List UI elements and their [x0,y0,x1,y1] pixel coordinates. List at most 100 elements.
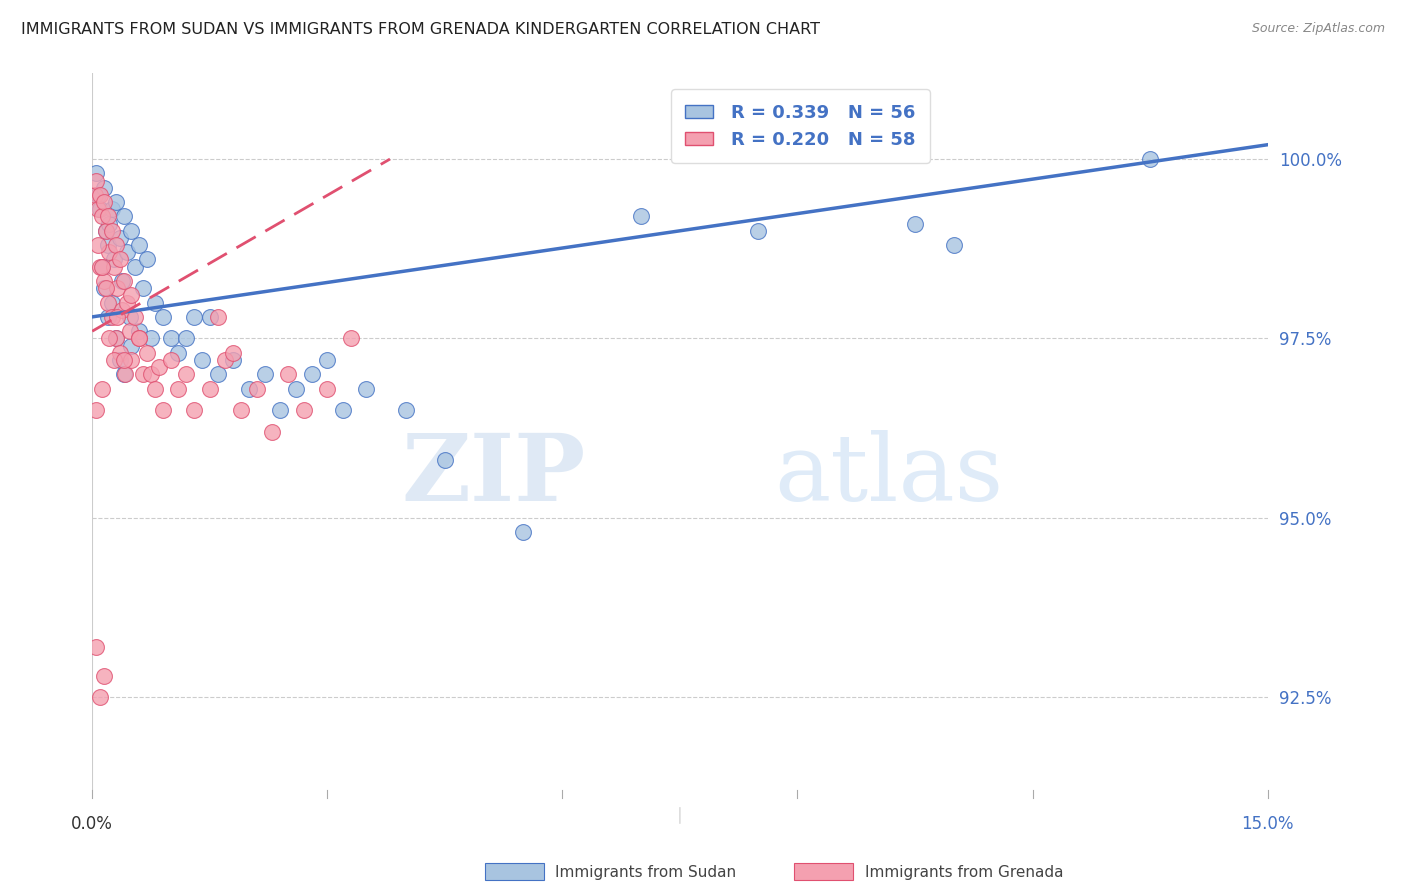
Point [128,331,150,345]
Point [128,238,150,252]
Text: atlas: atlas [773,430,1004,520]
Point [103,260,125,274]
Point [96,224,118,238]
Point [97,295,120,310]
Point [120,224,142,238]
Point [87,188,110,202]
Point [174,331,197,345]
Point [124,310,146,324]
Point [120,353,142,368]
Point [143,382,166,396]
Point [191,353,214,368]
Point [120,338,142,352]
Point [112,353,135,368]
Point [269,403,291,417]
Point [90,260,112,274]
Point [108,252,131,267]
Point [100,310,122,324]
Point [90,210,112,224]
Point [512,525,534,540]
Point [98,217,121,231]
Point [98,245,121,260]
Point [339,331,361,345]
Point [124,260,146,274]
Text: ZIP: ZIP [402,430,586,520]
Point [100,224,122,238]
Point [174,368,197,382]
Text: Immigrants from Sudan: Immigrants from Sudan [555,865,737,880]
Point [433,453,456,467]
Text: Source: ZipAtlas.com: Source: ZipAtlas.com [1251,22,1385,36]
Point [246,382,269,396]
Point [332,403,354,417]
Point [104,195,127,210]
Point [136,252,159,267]
Point [108,353,131,368]
Point [277,368,299,382]
Point [100,202,122,217]
Point [1139,152,1161,166]
Point [89,260,111,274]
Point [356,382,378,396]
Point [120,288,142,302]
Point [104,331,127,345]
Point [183,310,205,324]
Point [89,202,111,217]
Point [84,166,107,180]
Point [132,368,155,382]
Point [207,310,229,324]
Point [87,238,110,252]
Point [117,295,139,310]
Point [104,331,127,345]
Point [152,310,174,324]
Point [139,331,162,345]
Point [112,274,135,288]
Point [253,368,276,382]
Point [152,403,174,417]
Point [183,403,205,417]
Point [118,324,141,338]
Point [159,331,181,345]
Point [316,353,339,368]
Point [105,281,128,295]
Point [198,382,221,396]
Point [87,202,110,217]
Point [97,238,120,252]
Text: 0.0%: 0.0% [72,815,112,833]
Point [96,224,118,238]
Point [90,382,112,396]
Point [93,274,115,288]
Point [238,382,260,396]
Point [108,345,131,359]
Point [103,353,125,368]
Point [148,360,170,375]
Point [100,295,122,310]
Point [747,224,769,238]
Point [904,217,927,231]
Point [128,324,150,338]
Point [104,238,127,252]
Point [93,668,115,682]
Point [105,310,128,324]
Point [943,238,966,252]
Point [167,345,190,359]
Point [262,425,284,439]
Point [630,210,652,224]
Point [89,188,111,202]
Point [284,382,307,396]
Text: Immigrants from Grenada: Immigrants from Grenada [865,865,1063,880]
Point [112,210,135,224]
Point [93,180,115,194]
Point [97,210,120,224]
Point [84,640,107,654]
Point [96,281,118,295]
Point [222,345,245,359]
Point [84,173,107,187]
Point [93,195,115,210]
Point [111,274,134,288]
Point [108,231,131,245]
Point [198,310,221,324]
Point [128,331,150,345]
Point [117,245,139,260]
Point [97,310,120,324]
